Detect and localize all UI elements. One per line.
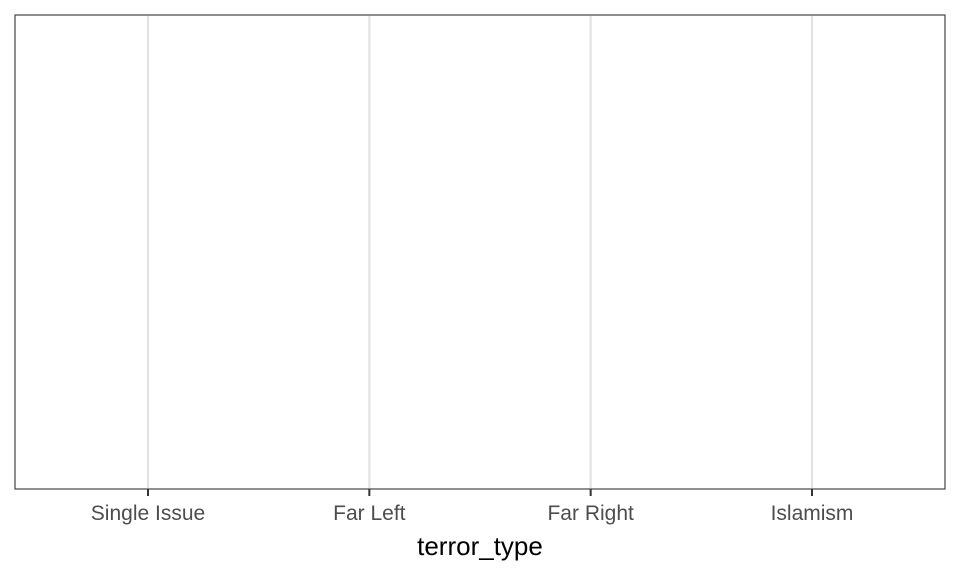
panel-background (15, 15, 945, 489)
x-gridlines (146, 16, 814, 488)
x-tick-label-far-right: Far Right (547, 502, 634, 525)
x-axis: Single Issue Far Left Far Right Islamism te… (91, 489, 854, 561)
panel-border (14, 14, 946, 490)
x-axis-title: terror_type (417, 531, 543, 561)
plot-panel (14, 14, 946, 490)
x-axis-ticks (147, 489, 813, 496)
x-tick-label-islamism: Islamism (771, 502, 854, 525)
x-tick-label-far-left: Far Left (333, 502, 406, 525)
x-axis-tick-labels: Single Issue Far Left Far Right Islamism (91, 502, 854, 525)
x-tick-label-single-issue: Single Issue (91, 502, 205, 525)
